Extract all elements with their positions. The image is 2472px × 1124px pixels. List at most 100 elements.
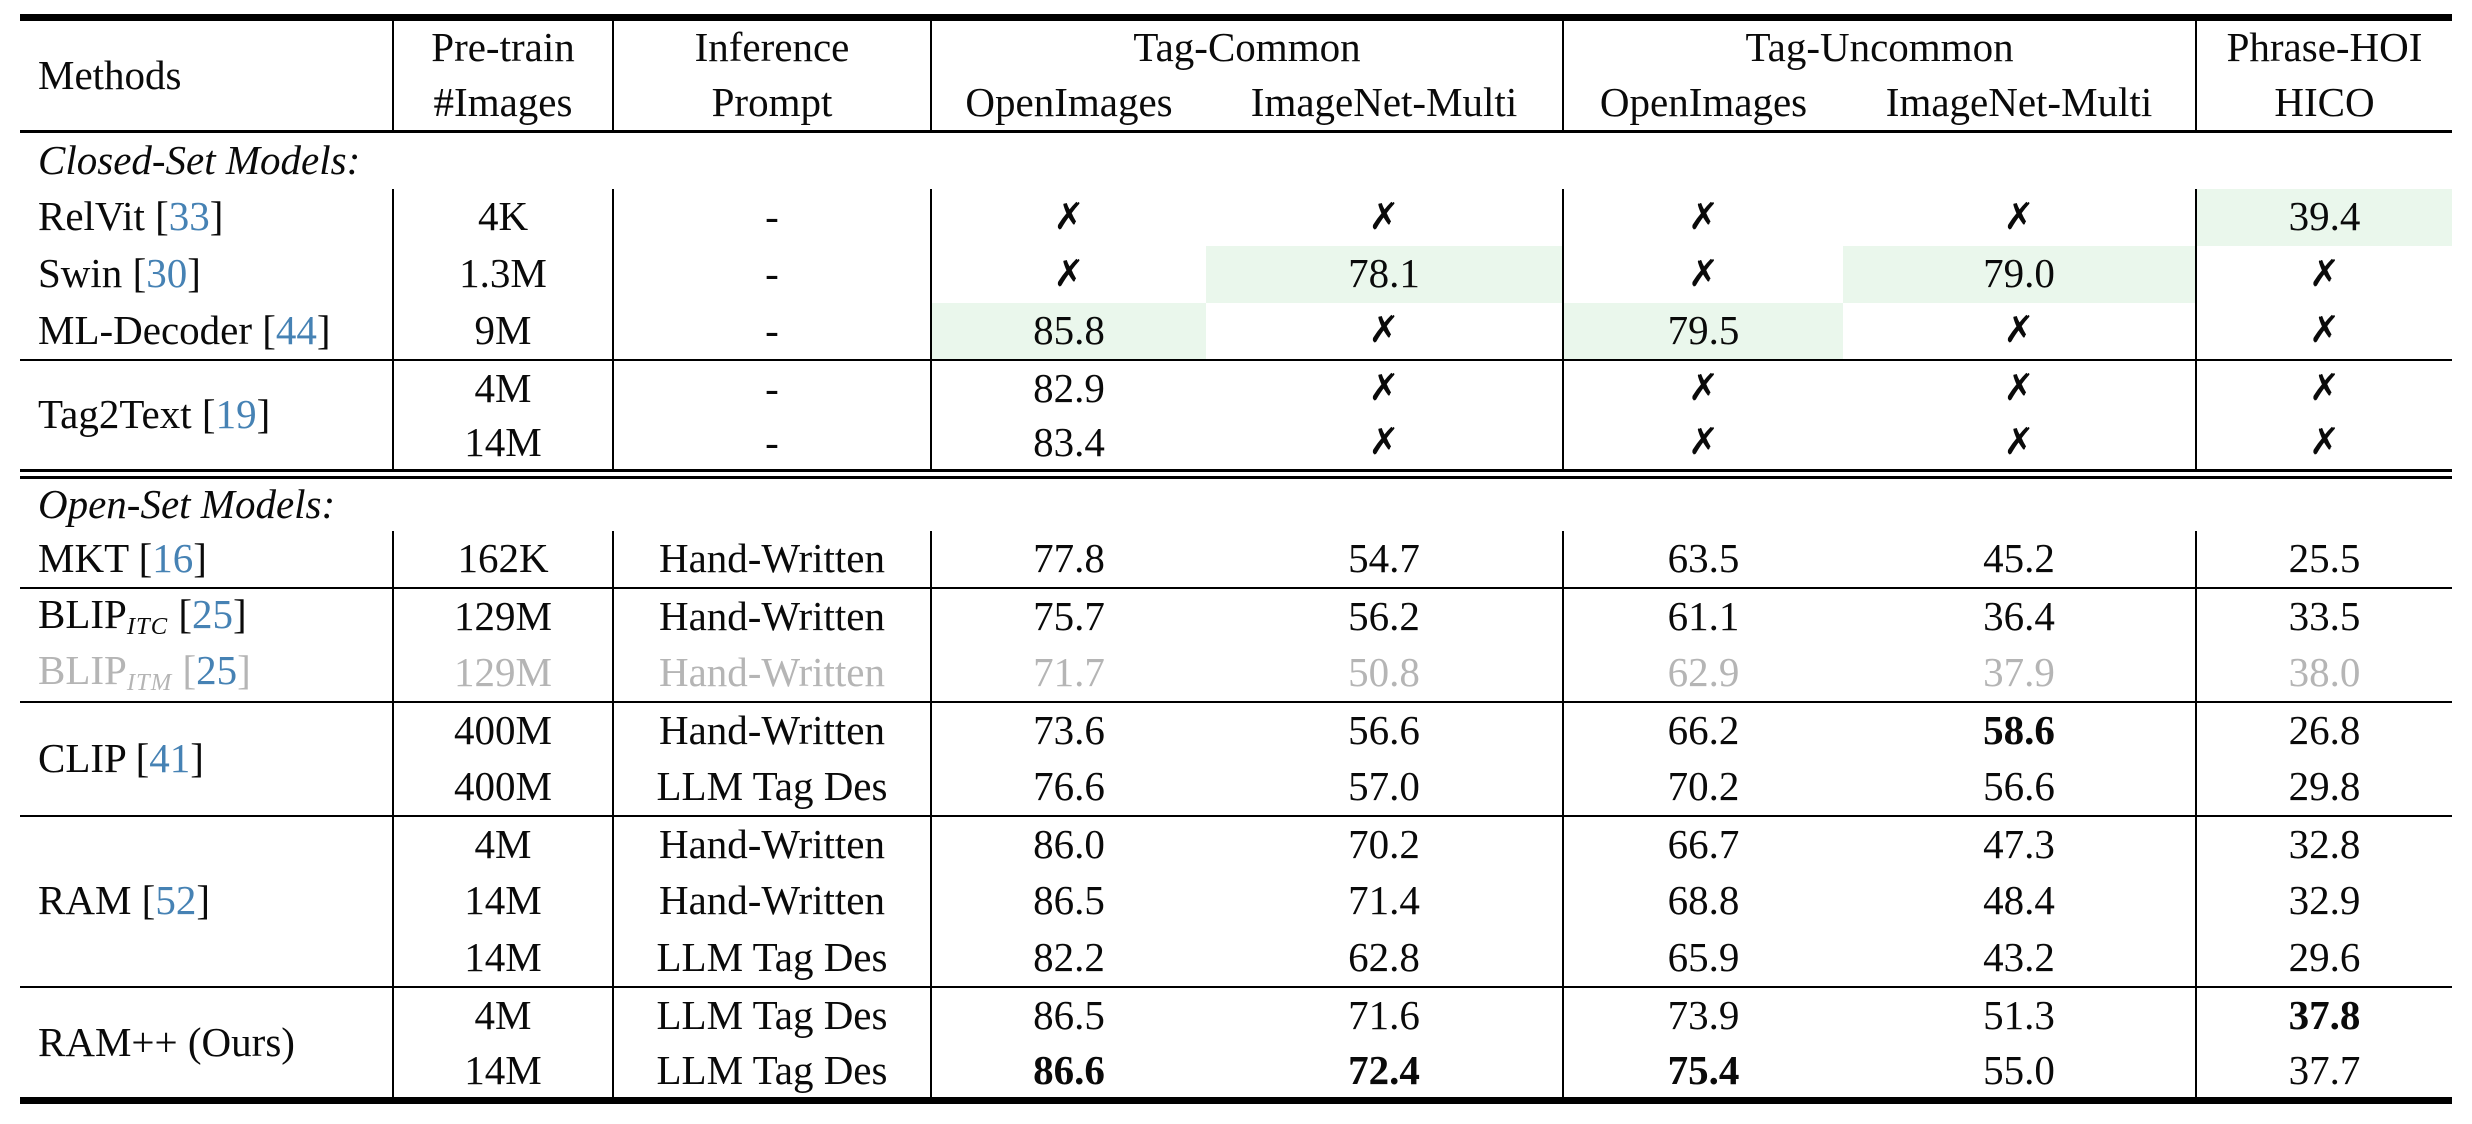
method-subscript: ITC	[126, 613, 169, 641]
cross-mark: ✗	[1206, 416, 1565, 474]
cross-mark: ✗	[1843, 188, 2198, 246]
table-row: 14M - 83.4 ✗ ✗ ✗ ✗	[20, 416, 2452, 474]
score-cell: 45.2	[1843, 530, 2198, 588]
cite-bracket: ]	[256, 390, 271, 437]
col-header-inference-line2: Prompt	[613, 74, 932, 133]
table-row: Tag2Text [19] 4M -82.9 ✗ ✗ ✗ ✗	[20, 358, 2453, 474]
method-cell: RAM [52]	[20, 814, 394, 987]
header-row-sub: #Images Prompt OpenImages ImageNet-Multi…	[20, 74, 2453, 133]
citation-link[interactable]: 16	[152, 534, 194, 581]
citation-link[interactable]: 19	[215, 390, 257, 437]
results-table: Methods Pre-train Inference Tag-Common T…	[20, 14, 2453, 1104]
col-header-pretrain-line1: Pre-train	[393, 17, 614, 75]
score-cell: 76.6	[1033, 762, 1105, 809]
cross-mark: ✗	[1053, 194, 1085, 238]
cite-bracket: [	[178, 591, 193, 638]
score-cell: 85.8	[931, 302, 1206, 360]
table-row: RelVit [33] 4K - ✗ ✗ ✗ ✗ 39.4	[20, 188, 2453, 246]
col-header-inference-line1: Inference	[613, 17, 932, 75]
citation-link[interactable]: 30	[146, 250, 188, 297]
score-cell: 32.8	[2196, 814, 2453, 873]
citation-link[interactable]: 41	[149, 734, 191, 781]
col-header-methods: Methods	[20, 17, 394, 133]
score-cell: 78.1	[1206, 245, 1565, 303]
section-label-row: Closed-Set Models:	[20, 132, 2452, 189]
cite-bracket: [	[262, 306, 276, 353]
table-row: 14M LLM Tag Des 86.6 72.4 75.4 55.0 37.7	[20, 1043, 2452, 1101]
inference-prompt-cell: -	[613, 245, 932, 303]
table-row: BLIPITM [25] 129M Hand-Written 71.7 50.8 62.9…	[20, 644, 2452, 702]
inference-prompt-cell: Hand-Written	[613, 644, 932, 702]
score-cell: 71.4	[1206, 872, 1565, 930]
score-cell: 65.9	[1667, 933, 1740, 980]
cite-bracket: [	[132, 250, 147, 297]
method-cell: RelVit [33]	[20, 188, 394, 246]
cite-bracket: [	[155, 193, 169, 240]
score-cell: 71.6	[1206, 985, 1565, 1044]
score-cell: 50.8	[1206, 644, 1565, 702]
citation-link[interactable]: 33	[168, 193, 210, 240]
table-row: BLIPITC [25] 129M Hand-Written 75.7 56.2 61.1…	[20, 586, 2453, 645]
score-cell: 66.2	[1563, 700, 1844, 759]
cross-mark: ✗	[2309, 251, 2341, 295]
score-cell: 58.6	[1843, 700, 2198, 759]
score-cell: 33.5	[2196, 586, 2453, 645]
sub-header-tu-openimages: OpenImages	[1563, 74, 1844, 133]
score-cell: 70.2	[1667, 762, 1740, 809]
group-header-tag-common: Tag-Common	[931, 17, 1565, 75]
score-cell: 86.6	[1033, 1046, 1105, 1093]
cross-mark: ✗	[1843, 302, 2198, 360]
citation-link[interactable]: 25	[192, 591, 234, 638]
method-suffix: (Ours)	[177, 1018, 295, 1065]
inference-prompt-cell: LLM Tag Des	[613, 985, 932, 1044]
cite-bracket: [	[201, 390, 216, 437]
citation-link[interactable]: 25	[196, 647, 238, 694]
citation-link[interactable]: 44	[275, 306, 317, 353]
inference-prompt-cell: -	[613, 416, 932, 474]
citation-link[interactable]: 52	[155, 877, 197, 924]
score-cell: 83.4	[1033, 418, 1105, 465]
inference-prompt-cell: Hand-Written	[613, 814, 932, 873]
pretrain-images-cell: 129M	[393, 586, 614, 645]
method-cell: ML-Decoder [44]	[20, 302, 394, 360]
pretrain-images-cell: 14M	[393, 416, 614, 474]
score-cell: 25.5	[2288, 534, 2361, 581]
score-cell: 86.0	[931, 814, 1206, 873]
cross-mark: ✗	[1688, 194, 1720, 238]
score-cell: 73.9	[1563, 985, 1844, 1044]
pretrain-images-cell: 400M	[393, 758, 614, 816]
cross-mark: ✗	[1563, 358, 1844, 417]
pretrain-images-cell: 4M	[393, 985, 614, 1044]
cite-bracket: ]	[190, 734, 204, 781]
score-cell: 39.4	[2196, 188, 2453, 246]
cite-bracket: [	[135, 734, 150, 781]
score-cell: 29.6	[2288, 933, 2361, 980]
table-body: Closed-Set Models: RelVit [33] 4K - ✗ ✗ ✗ ✗ 39.4…	[20, 132, 2453, 1101]
pretrain-images-cell: 9M	[393, 302, 614, 360]
pretrain-images-cell: 14M	[393, 929, 614, 987]
score-cell: 37.7	[2288, 1046, 2361, 1093]
score-cell: 66.7	[1563, 814, 1844, 873]
col-header-pretrain-line2: #Images	[393, 74, 614, 133]
score-cell: 75.7	[931, 586, 1206, 645]
cite-bracket: ]	[193, 534, 207, 581]
table-row: MKT [16] 162K Hand-Written 77.8 54.7 63.5 45.2…	[20, 530, 2452, 588]
method-name: RAM	[38, 877, 132, 924]
method-cell: Tag2Text [19]	[20, 358, 394, 474]
score-cell: 75.4	[1667, 1046, 1740, 1093]
cross-mark: ✗	[1843, 416, 2198, 474]
cross-mark: ✗	[1843, 358, 2198, 417]
group-header-tag-uncommon: Tag-Uncommon	[1563, 17, 2198, 75]
method-name: MKT	[38, 534, 129, 581]
cite-bracket: [	[141, 877, 156, 924]
method-name: CLIP	[38, 734, 126, 781]
score-cell: 57.0	[1206, 758, 1565, 816]
cross-mark: ✗	[1688, 251, 1720, 295]
cite-bracket: ]	[316, 306, 331, 353]
pretrain-images-cell: 400M	[393, 700, 614, 759]
score-cell: 37.8	[2196, 985, 2453, 1044]
score-cell: 32.9	[2288, 877, 2361, 924]
score-cell: 63.5	[1667, 534, 1740, 581]
score-cell: 38.0	[2288, 648, 2361, 695]
inference-prompt-cell: Hand-Written	[613, 530, 932, 588]
